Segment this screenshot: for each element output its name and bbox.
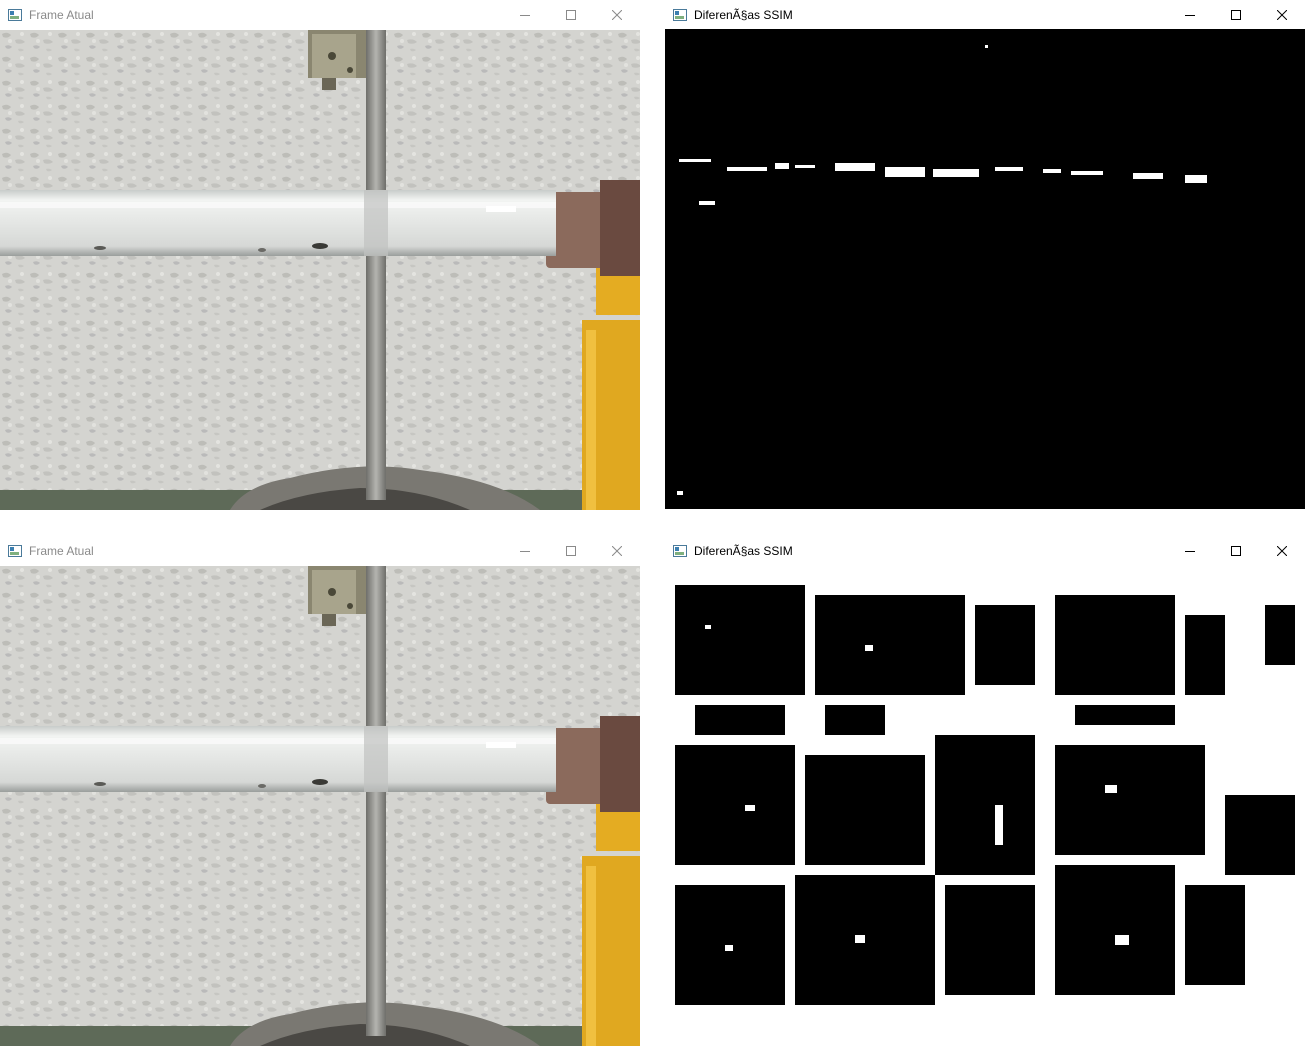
maximize-icon (1231, 9, 1241, 20)
close-button[interactable] (594, 0, 640, 29)
window-ssim-bottom[interactable]: DiferenÃ§as SSIM (665, 536, 1305, 1046)
maximize-icon (566, 9, 576, 20)
minimize-button[interactable] (502, 536, 548, 565)
close-icon (1277, 545, 1287, 556)
minimize-button[interactable] (1167, 536, 1213, 565)
title-bar[interactable]: Frame Atual (0, 536, 640, 565)
maximize-button[interactable] (1213, 536, 1259, 565)
maximize-button[interactable] (548, 0, 594, 29)
close-button[interactable] (1259, 0, 1305, 29)
window-frame-atual-top[interactable]: Frame Atual (0, 0, 640, 510)
opencv-window-icon (8, 544, 22, 557)
window-ssim-top[interactable]: DiferenÃ§as SSIM (665, 0, 1305, 510)
title-bar[interactable]: DiferenÃ§as SSIM (665, 536, 1305, 565)
close-icon (1277, 9, 1287, 20)
frame-image (0, 566, 640, 1046)
minimize-icon (520, 14, 530, 16)
ssim-difference-image (665, 565, 1305, 1045)
window-title: DiferenÃ§as SSIM (694, 7, 793, 22)
minimize-icon (1185, 550, 1195, 552)
maximize-icon (566, 545, 576, 556)
opencv-window-icon (673, 544, 687, 557)
opencv-window-icon (673, 8, 687, 21)
window-title: Frame Atual (29, 7, 94, 22)
minimize-button[interactable] (1167, 0, 1213, 29)
ssim-difference-image (665, 29, 1305, 509)
close-icon (612, 545, 622, 556)
title-bar[interactable]: DiferenÃ§as SSIM (665, 0, 1305, 29)
minimize-button[interactable] (502, 0, 548, 29)
close-button[interactable] (1259, 536, 1305, 565)
maximize-icon (1231, 545, 1241, 556)
minimize-icon (520, 550, 530, 552)
maximize-button[interactable] (548, 536, 594, 565)
window-title: DiferenÃ§as SSIM (694, 543, 793, 558)
close-icon (612, 9, 622, 20)
title-bar[interactable]: Frame Atual (0, 0, 640, 29)
maximize-button[interactable] (1213, 0, 1259, 29)
window-frame-atual-bottom[interactable]: Frame Atual (0, 536, 640, 1046)
minimize-icon (1185, 14, 1195, 16)
frame-image (0, 30, 640, 510)
window-title: Frame Atual (29, 543, 94, 558)
close-button[interactable] (594, 536, 640, 565)
opencv-window-icon (8, 8, 22, 21)
